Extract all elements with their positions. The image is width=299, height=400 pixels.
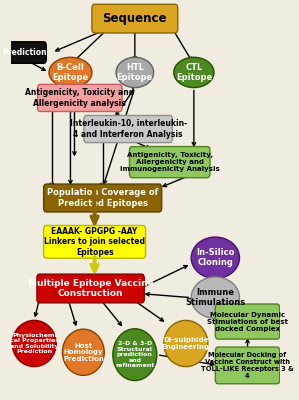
Ellipse shape [164, 320, 208, 367]
Text: Population Coverage of
Predicted Epitopes: Population Coverage of Predicted Epitope… [47, 188, 158, 208]
Text: Physiochemi
cal Properties
and Solubility
Prediction: Physiochemi cal Properties and Solubilit… [10, 333, 59, 354]
Text: Prediction: Prediction [2, 48, 47, 57]
Ellipse shape [191, 237, 239, 278]
Text: Interleukin-10, interleukin-
4 and Interferon Analysis: Interleukin-10, interleukin- 4 and Inter… [69, 119, 187, 139]
Ellipse shape [191, 277, 239, 318]
FancyBboxPatch shape [92, 4, 178, 33]
Text: Molecular Docking of
Vaccine Construct with
TOLL-LIKE Receptors 3 &
4: Molecular Docking of Vaccine Construct w… [201, 352, 294, 379]
Text: EAAAK- GPGPG -AAY
Linkers to join selected
Epitopes: EAAAK- GPGPG -AAY Linkers to join select… [44, 227, 145, 257]
Text: Host
Homology
Prediction: Host Homology Prediction [63, 343, 104, 362]
FancyBboxPatch shape [37, 274, 144, 303]
Text: Antigenicity, Toxicity and
Allergenicity analysis: Antigenicity, Toxicity and Allergenicity… [25, 88, 135, 108]
Text: Di-sulphide
Engineering: Di-sulphide Engineering [162, 337, 210, 350]
Text: B-Cell
Epitope: B-Cell Epitope [52, 63, 89, 82]
Ellipse shape [113, 329, 157, 380]
Ellipse shape [49, 57, 92, 88]
Text: 2-D & 3-D
Structural
prediction
and
refinement: 2-D & 3-D Structural prediction and refi… [115, 341, 155, 368]
FancyBboxPatch shape [215, 304, 280, 339]
FancyBboxPatch shape [129, 146, 210, 178]
Ellipse shape [62, 329, 104, 375]
Text: Molecular Dynamic
Stimulations of best
docked Complex: Molecular Dynamic Stimulations of best d… [207, 312, 288, 332]
Text: Antigenicity, Toxicity,
Allergenicity and
immunogenicity Analysis: Antigenicity, Toxicity, Allergenicity an… [120, 152, 219, 172]
Ellipse shape [174, 57, 214, 88]
Text: Immune
Stimulations: Immune Stimulations [185, 288, 245, 307]
FancyBboxPatch shape [215, 347, 280, 384]
Ellipse shape [12, 320, 56, 367]
Text: In-Silico
Cloning: In-Silico Cloning [196, 248, 234, 267]
Text: Multiple Epitope Vaccine
Construction: Multiple Epitope Vaccine Construction [28, 279, 153, 298]
FancyBboxPatch shape [84, 116, 173, 143]
FancyBboxPatch shape [3, 42, 46, 63]
Ellipse shape [116, 57, 154, 88]
Text: CTL
Epitope: CTL Epitope [176, 63, 212, 82]
FancyBboxPatch shape [44, 226, 146, 258]
FancyBboxPatch shape [44, 184, 162, 212]
Text: Sequence: Sequence [103, 12, 167, 25]
Text: HTL
Epitope: HTL Epitope [117, 63, 153, 82]
FancyBboxPatch shape [38, 84, 122, 112]
